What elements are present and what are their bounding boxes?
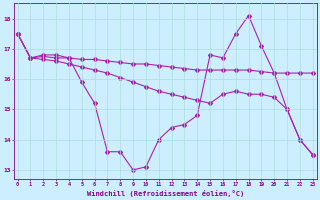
X-axis label: Windchill (Refroidissement éolien,°C): Windchill (Refroidissement éolien,°C) xyxy=(86,190,244,197)
